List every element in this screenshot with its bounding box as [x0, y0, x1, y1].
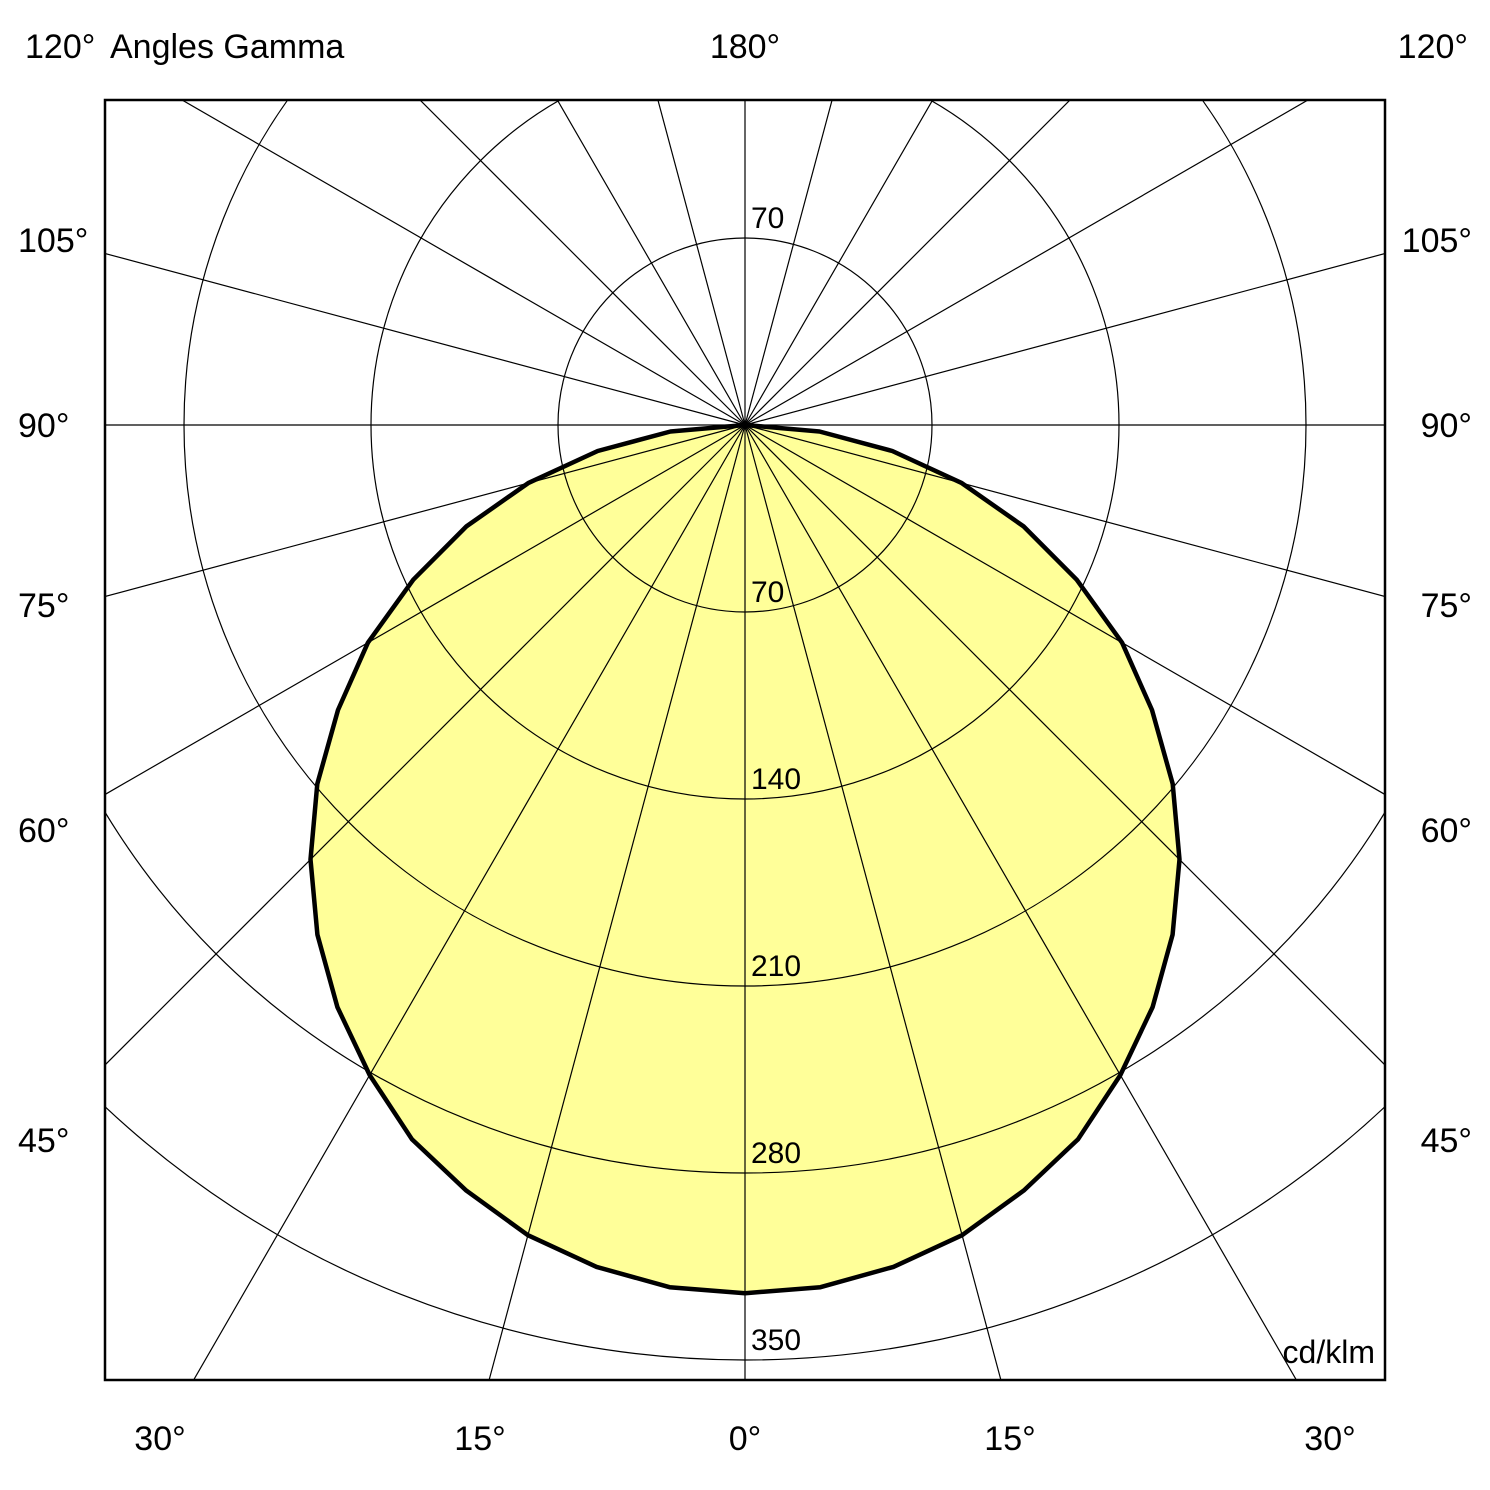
- gamma-label-left: 45°: [18, 1122, 69, 1160]
- intensity-ring: [557, 237, 933, 613]
- gamma-ray: [105, 424, 746, 1066]
- gamma-ray: [105, 252, 746, 426]
- gamma-label-bottom: 30°: [1304, 1420, 1355, 1458]
- gamma-ray: [744, 100, 833, 426]
- gamma-label-right: 105°: [1402, 222, 1472, 260]
- gamma-label-bottom: 15°: [984, 1420, 1035, 1458]
- gamma-ray: [556, 100, 746, 426]
- gamma-ray: [744, 424, 1385, 598]
- gamma-ray: [105, 424, 746, 796]
- unit-label: cd/klm: [1283, 1334, 1375, 1370]
- intensity-ring: [105, 1105, 1385, 1361]
- gamma-ray: [657, 100, 746, 426]
- label-layer: 70 70 140 210 280 350 105° 90° 75° 60° 45° 105° 90° 7…: [18, 202, 1472, 1458]
- gamma-ray: [192, 424, 746, 1380]
- gamma-label-120-top-right: 120°: [1398, 28, 1468, 66]
- gamma-ray: [744, 100, 1071, 426]
- gamma-label-bottom: 15°: [454, 1420, 505, 1458]
- gamma-ray: [488, 424, 746, 1380]
- gamma-label-bottom: 0°: [729, 1420, 762, 1458]
- gamma-label-right: 75°: [1421, 587, 1472, 625]
- ring-label: 210: [751, 950, 801, 983]
- gamma-ray: [744, 424, 1385, 796]
- gamma-label-left: 60°: [18, 812, 69, 850]
- ring-label: 350: [751, 1324, 801, 1357]
- curve-layer: [308, 422, 1182, 1296]
- plot-border: [103, 98, 1387, 1382]
- intensity-ring: [370, 100, 1120, 800]
- ring-label: 70: [751, 576, 784, 609]
- gamma-ray: [744, 424, 1385, 1066]
- intensity-distribution-curve: [308, 422, 1182, 1296]
- ring-label: 140: [751, 763, 801, 796]
- gamma-ray: [744, 252, 1385, 426]
- gamma-ray: [419, 100, 746, 426]
- gamma-label-120-top-left: 120°: [25, 28, 95, 66]
- gamma-ray: [744, 100, 934, 426]
- gamma-label-left: 90°: [18, 407, 69, 445]
- gamma-label-left: 75°: [18, 587, 69, 625]
- intensity-ring: [105, 810, 1385, 1174]
- gamma-label-left: 105°: [18, 222, 88, 260]
- intensity-ring: [183, 100, 1307, 987]
- chart-title: Angles Gamma: [110, 28, 344, 66]
- gamma-label-180-top: 180°: [710, 28, 780, 66]
- gamma-label-right: 90°: [1421, 407, 1472, 445]
- gamma-label-right: 45°: [1421, 1122, 1472, 1160]
- gamma-ray: [105, 424, 746, 598]
- gamma-label-bottom: 30°: [134, 1420, 185, 1458]
- gamma-ray: [180, 100, 746, 426]
- gamma-ray: [744, 100, 1310, 426]
- gamma-ray: [744, 424, 1002, 1380]
- ring-label: 280: [751, 1137, 801, 1170]
- ring-label-top: 70: [751, 202, 784, 235]
- gamma-label-right: 60°: [1421, 812, 1472, 850]
- gamma-ray: [744, 424, 1298, 1380]
